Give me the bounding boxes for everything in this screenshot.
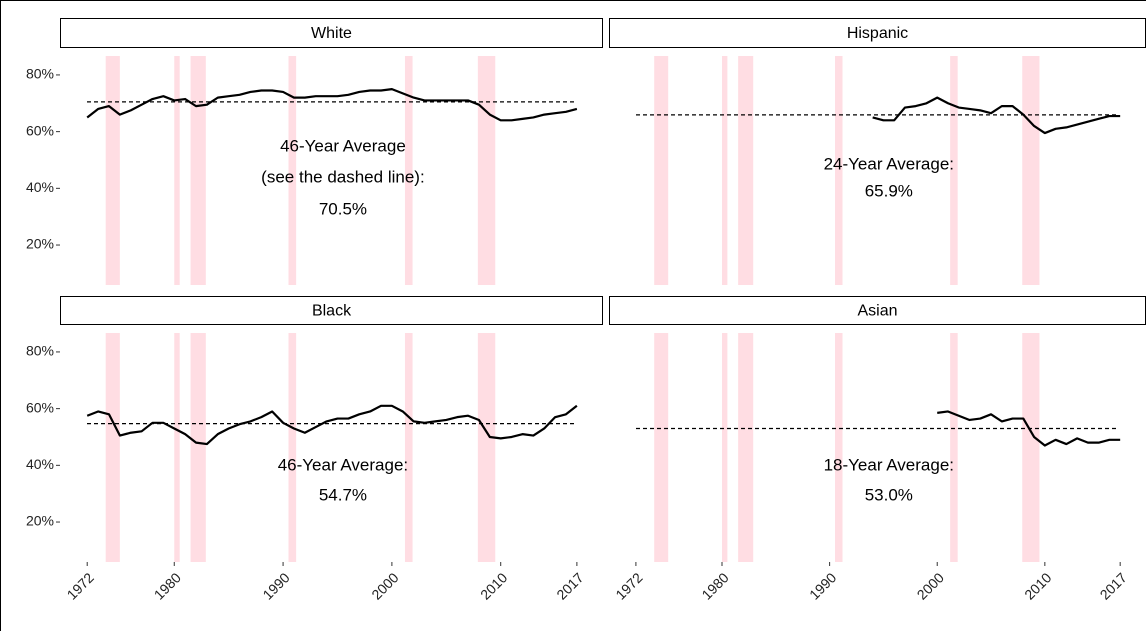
recession-band (950, 333, 958, 562)
recession-band (190, 333, 206, 562)
x-tick-label: 1980 (698, 569, 731, 602)
recession-band (404, 56, 413, 285)
data-line (86, 404, 578, 446)
data-line (872, 96, 1121, 135)
facet-strip (60, 296, 603, 325)
facet-strip (609, 296, 1146, 325)
recession-band (654, 333, 669, 562)
recession-band (288, 56, 297, 285)
annotation: 53.0% (865, 485, 913, 504)
annotation: 70.5% (319, 199, 367, 218)
annotation: (see the dashed line): (261, 167, 425, 186)
y-tick-label: 80% (26, 343, 54, 359)
annotation: 18-Year Average: (824, 455, 954, 474)
recession-band (738, 333, 754, 562)
x-tick-label: 1972 (612, 569, 645, 602)
y-tick-label: 60% (26, 399, 54, 415)
recession-band (834, 56, 843, 285)
recession-band (1022, 56, 1040, 285)
annotation: 46-Year Average (280, 136, 406, 155)
annotation: 46-Year Average: (278, 455, 408, 474)
recession-band (721, 333, 728, 562)
recession-band (834, 333, 843, 562)
annotation: 54.7% (319, 485, 367, 504)
recession-band (105, 333, 120, 562)
x-tick-label: 1990 (806, 569, 839, 602)
y-tick-label: 20% (26, 236, 54, 252)
y-tick-label: 80% (26, 66, 54, 82)
recession-band (105, 56, 120, 285)
recession-band (477, 333, 496, 562)
y-tick-label: 60% (26, 122, 54, 138)
recession-band (950, 56, 958, 285)
x-tick-label: 2017 (553, 569, 586, 602)
y-tick-label: 20% (26, 513, 54, 529)
data-line (937, 410, 1121, 447)
facet-title: Black (312, 303, 352, 320)
facet-title: Asian (857, 303, 897, 320)
recession-band (738, 56, 754, 285)
x-tick-label: 2010 (477, 569, 510, 602)
recession-band (721, 56, 728, 285)
annotation: 24-Year Average: (824, 154, 954, 173)
facet-title: White (311, 25, 352, 42)
facet-strip (60, 18, 603, 48)
x-tick-label: 1972 (64, 569, 97, 602)
recession-band (404, 333, 413, 562)
recession-band (288, 333, 297, 562)
recession-band (190, 56, 206, 285)
x-tick-label: 2017 (1097, 569, 1130, 602)
recession-band (654, 56, 669, 285)
x-tick-label: 2000 (914, 569, 947, 602)
annotation: 65.9% (865, 181, 913, 200)
recession-band (174, 333, 180, 562)
recession-band (477, 56, 496, 285)
facet-title: Hispanic (847, 25, 908, 42)
recession-band (1022, 333, 1040, 562)
recession-band (174, 56, 180, 285)
data-line (86, 88, 578, 122)
x-tick-label: 2000 (368, 569, 401, 602)
y-tick-label: 40% (26, 179, 54, 195)
x-tick-label: 1980 (151, 569, 184, 602)
x-tick-label: 2010 (1021, 569, 1054, 602)
y-tick-label: 40% (26, 456, 54, 472)
x-tick-label: 1990 (259, 569, 292, 602)
